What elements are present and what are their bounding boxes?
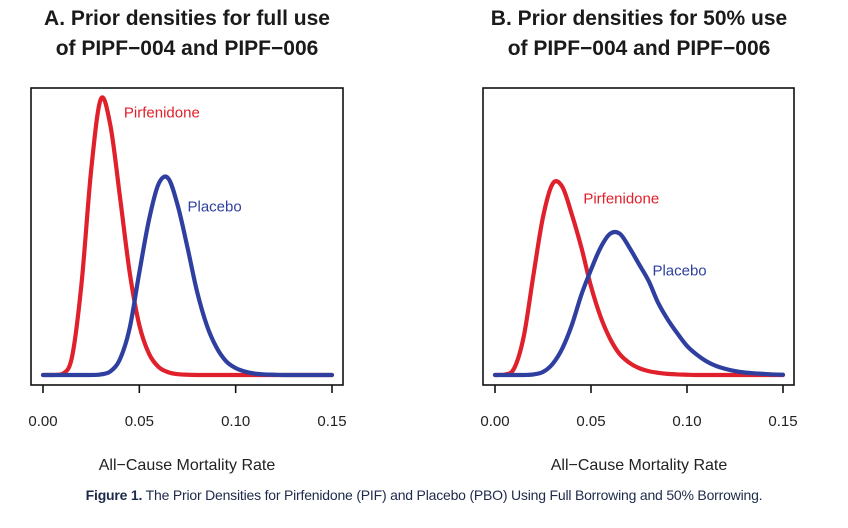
panel-a-plot-frame: [30, 87, 344, 386]
panel-a-x-axis: 0.00 0.05 0.10 0.15: [28, 385, 347, 430]
panel-a-curves: Pirfenidone Placebo: [40, 95, 335, 378]
panel-a-x-tick-label: 0.15: [317, 413, 346, 430]
panel-b-x-tick-label: 0.05: [576, 413, 605, 430]
panel-b-x-tick-label: 0.15: [768, 413, 797, 430]
figure-caption-label: Figure 1.: [85, 487, 143, 503]
figure-caption: Figure 1. The Prior Densities for Pirfen…: [0, 487, 848, 503]
panel-b-curves: Pirfenidone Placebo: [492, 179, 786, 378]
panel-b-x-axis: 0.00 0.05 0.10 0.15: [480, 385, 798, 430]
panel-a-x-tick-label: 0.10: [221, 413, 250, 430]
panel-b-placebo-density-line: [492, 229, 786, 378]
panel-a-x-tick-label: 0.05: [125, 413, 154, 430]
panel-b-title-line1: B. Prior densities for 50% use: [491, 7, 787, 30]
panel-a-placebo-label: Placebo: [188, 199, 242, 216]
panel-b-x-tick-label: 0.00: [480, 413, 509, 430]
panel-b-placebo-label: Placebo: [652, 262, 706, 279]
panel-a-x-tick-label: 0.00: [28, 413, 57, 430]
panel-b-title-line2: of PIPF−004 and PIPF−006: [508, 37, 771, 60]
panel-a-pirfenidone-density-line: [40, 95, 335, 378]
figure-caption-text: The Prior Densities for Pirfenidone (PIF…: [145, 487, 763, 503]
panel-b-pirfenidone-density-line: [492, 179, 786, 378]
panel-a-x-axis-label: All−Cause Mortality Rate: [99, 457, 276, 474]
panel-b-x-tick-label: 0.10: [672, 413, 701, 430]
panel-b-plot-frame: [482, 87, 795, 386]
panel-b: B. Prior densities for 50% use of PIPF−0…: [480, 7, 797, 474]
panel-b-pirfenidone-label: Pirfenidone: [583, 190, 659, 207]
panel-a-title-line2: of PIPF−004 and PIPF−006: [56, 37, 319, 60]
panel-a-title-line1: A. Prior densities for full use: [44, 7, 330, 30]
panel-a-placebo-density-line: [40, 174, 335, 378]
panel-a: A. Prior densities for full use of PIPF−…: [28, 7, 346, 474]
panel-a-pirfenidone-label: Pirfenidone: [124, 104, 200, 121]
panel-b-x-axis-label: All−Cause Mortality Rate: [551, 457, 728, 474]
